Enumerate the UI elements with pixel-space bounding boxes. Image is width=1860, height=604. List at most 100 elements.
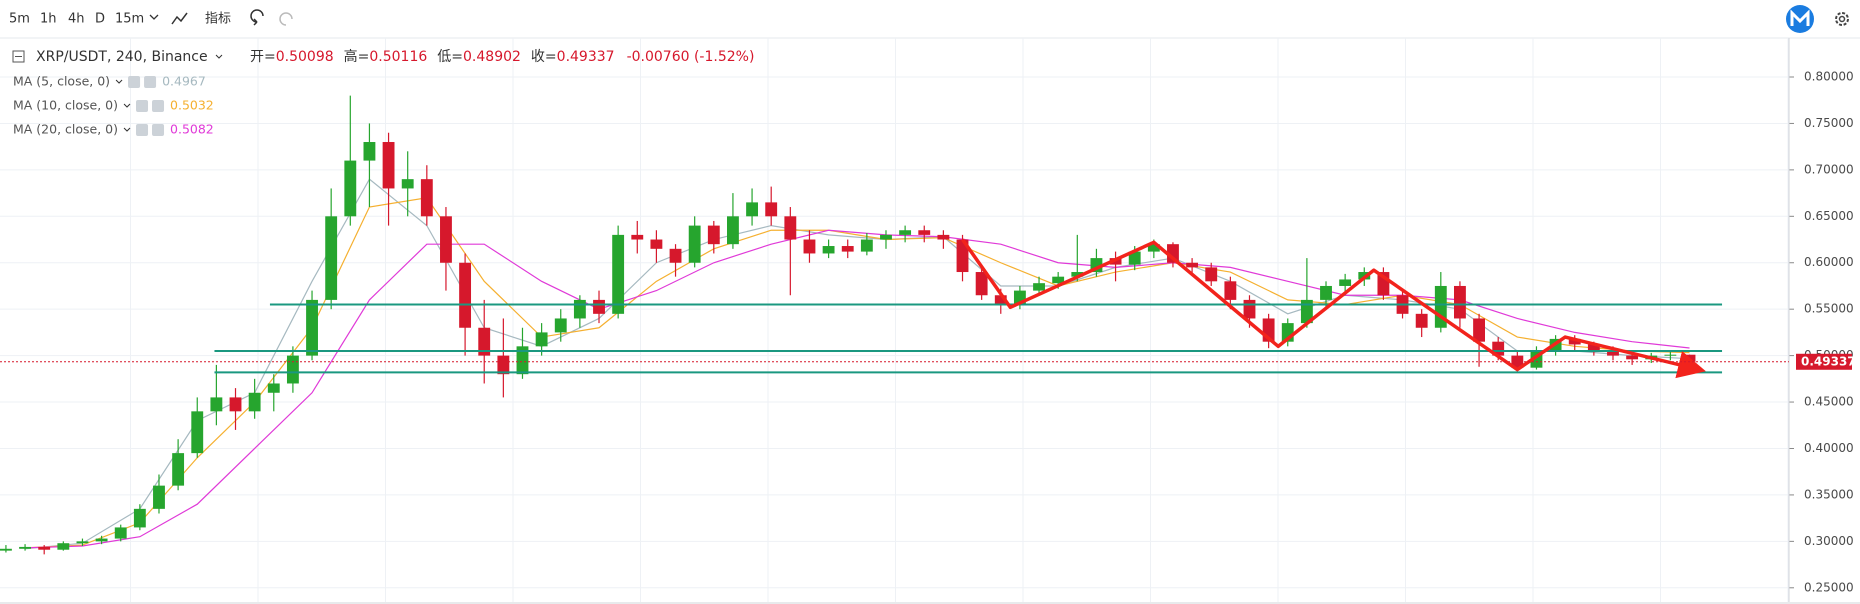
candle-body <box>994 295 1007 305</box>
legend-remove[interactable] <box>152 100 165 112</box>
legend-dropdown[interactable] <box>123 103 131 108</box>
candle-body <box>1281 323 1294 342</box>
candle-body <box>1626 355 1639 360</box>
undo-button[interactable] <box>250 9 264 26</box>
settings-button[interactable] <box>1835 12 1849 26</box>
legend-value: 0.4967 <box>162 74 206 89</box>
candle-body <box>1013 290 1026 305</box>
legend-remove[interactable] <box>144 76 157 88</box>
ohlc-value: 0.50116 <box>369 49 427 65</box>
candle-body <box>727 216 739 245</box>
y-tick-label: 0.25000 <box>1804 580 1854 594</box>
candle-body <box>401 179 414 189</box>
candle-body <box>286 355 299 384</box>
legend-visibility[interactable] <box>136 100 149 112</box>
trend-arrow <box>961 238 1706 379</box>
candle-body <box>1090 258 1103 273</box>
candle-body <box>516 346 529 375</box>
legend-dropdown[interactable] <box>123 127 131 132</box>
candle-body <box>975 272 988 296</box>
candle-body <box>1224 281 1237 300</box>
ohlc-label: 低= <box>437 49 463 65</box>
candle-body <box>133 508 146 528</box>
ma-line <box>25 178 1690 550</box>
candle-body <box>0 548 12 551</box>
indicator-icon[interactable] <box>171 12 188 25</box>
candle-body <box>784 216 797 240</box>
candle-body <box>1320 285 1332 300</box>
candle-body <box>650 239 663 249</box>
candle-body <box>1664 354 1677 356</box>
ohlc-value: 0.48902 <box>463 49 521 65</box>
candle-body <box>631 234 644 240</box>
symbol-label: XRP/USDT, 240, Binance <box>36 49 208 65</box>
candle-body <box>1262 318 1275 342</box>
candle-body <box>420 179 433 217</box>
candle-body <box>1147 244 1160 252</box>
candle-body <box>210 397 223 412</box>
y-tick-label: 0.30000 <box>1804 534 1854 548</box>
legend-name: MA (10, close, 0) <box>13 98 118 113</box>
candle-body <box>267 383 280 393</box>
candle-body <box>707 225 720 245</box>
interval-button[interactable]: 15m <box>115 12 144 27</box>
y-tick-label: 0.75000 <box>1804 116 1854 130</box>
legend-dropdown[interactable] <box>115 79 123 84</box>
y-tick-label: 0.35000 <box>1804 487 1854 501</box>
legend-visibility[interactable] <box>136 124 149 136</box>
candle-body <box>306 299 318 356</box>
candle-body <box>1128 251 1141 265</box>
redo-button[interactable] <box>279 12 293 26</box>
candle-body <box>937 234 950 240</box>
ohlc-value: 0.49337 <box>557 49 615 65</box>
y-tick-label: 0.60000 <box>1804 255 1854 269</box>
candle-body <box>382 142 395 189</box>
candle-body <box>669 248 682 263</box>
candle-body <box>1052 276 1065 284</box>
candle-body <box>1568 338 1581 345</box>
candle-body <box>1607 350 1619 356</box>
candle-body <box>497 355 510 375</box>
candle-body <box>95 538 108 542</box>
legend-remove[interactable] <box>152 124 165 136</box>
interval-button[interactable]: 5m <box>9 12 30 27</box>
candle-body <box>1530 350 1543 368</box>
interval-button[interactable]: 1h <box>40 12 57 27</box>
logo-mark <box>1790 9 1810 26</box>
indicators-button[interactable]: 指标 <box>205 12 231 27</box>
collapse-button[interactable] <box>12 50 25 63</box>
candle-body <box>860 239 873 252</box>
y-tick-label: 0.55000 <box>1804 302 1854 316</box>
interval-button[interactable]: D <box>95 12 105 27</box>
candle-body <box>57 543 70 550</box>
candle-body <box>956 239 969 273</box>
symbol-dropdown[interactable] <box>215 54 223 59</box>
interval-dropdown[interactable] <box>149 14 159 20</box>
candle-body <box>19 546 31 549</box>
candle-body <box>535 332 548 347</box>
candle-body <box>899 230 912 235</box>
candle-body <box>688 225 701 263</box>
ohlc-label: 开= <box>250 49 276 65</box>
candle-body <box>1033 283 1045 291</box>
candle-body <box>841 246 854 252</box>
candle-body <box>229 397 242 412</box>
candle-body <box>38 546 51 550</box>
candle-body <box>1683 354 1696 362</box>
candle-body <box>612 234 625 314</box>
price-change: -0.00760 (-1.52%) <box>627 49 755 65</box>
candle-body <box>459 262 472 328</box>
candle-body <box>172 453 185 486</box>
legend-visibility[interactable] <box>128 76 141 88</box>
interval-button[interactable]: 4h <box>68 12 85 27</box>
candle-body <box>746 202 758 217</box>
candle-body <box>1243 299 1256 319</box>
y-tick-label: 0.40000 <box>1804 441 1854 455</box>
y-tick-label: 0.45000 <box>1804 395 1854 409</box>
y-tick-label: 0.80000 <box>1804 70 1854 84</box>
candle-body <box>1454 285 1466 319</box>
candle-body <box>1339 279 1352 286</box>
last-price-label: 0.49337 <box>1801 354 1856 368</box>
